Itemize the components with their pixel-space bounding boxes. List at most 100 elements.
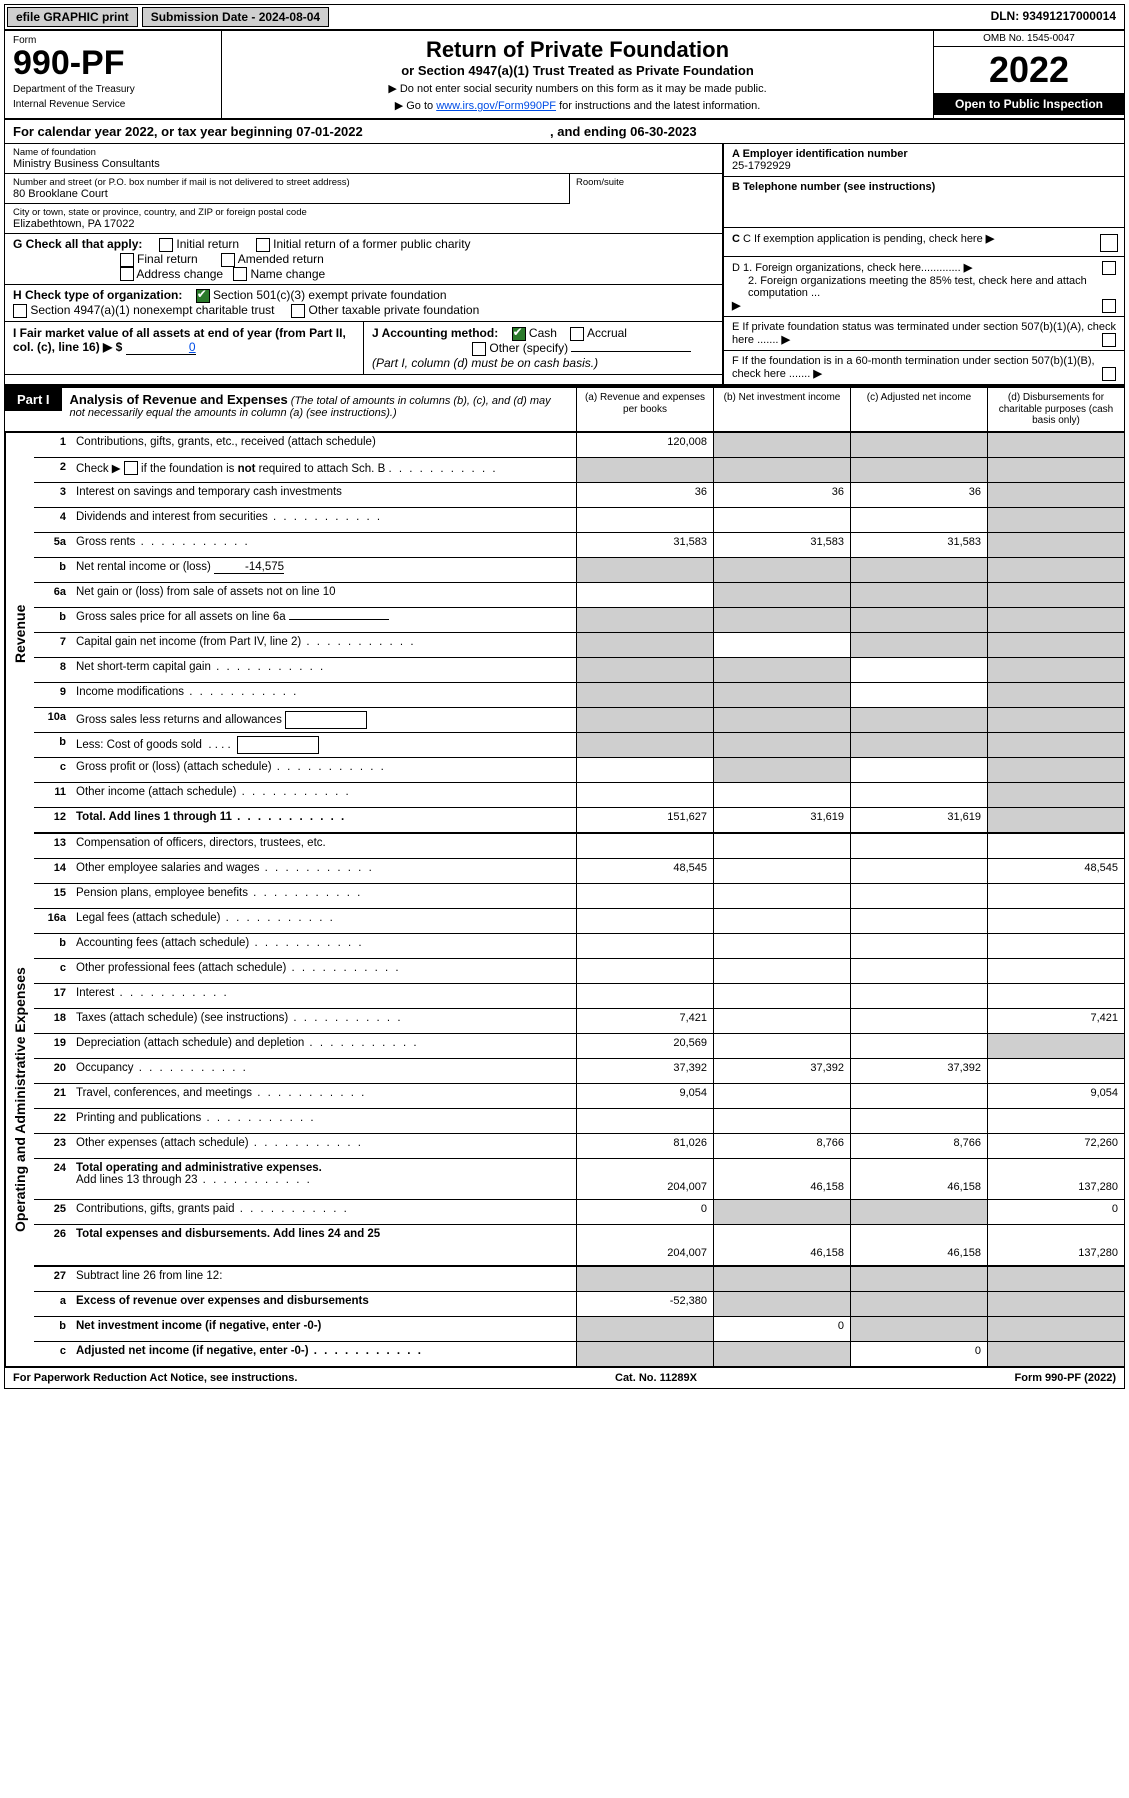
city-cell: City or town, state or province, country… <box>5 204 722 234</box>
col-b <box>713 758 850 782</box>
initial-former-charity-checkbox[interactable] <box>256 238 270 252</box>
col-c <box>850 984 987 1008</box>
col-b <box>713 1109 850 1133</box>
row-23: 23 Other expenses (attach schedule) 81,0… <box>34 1134 1124 1159</box>
col-c <box>850 783 987 807</box>
row-4: 4 Dividends and interest from securities <box>34 508 1124 533</box>
col-d <box>987 758 1124 782</box>
col-a: 9,054 <box>576 1084 713 1108</box>
col-a <box>576 508 713 532</box>
col-c <box>850 884 987 908</box>
sch-b-checkbox[interactable] <box>124 461 138 475</box>
address-change-checkbox[interactable] <box>120 267 134 281</box>
tax-year: 2022 <box>934 47 1124 93</box>
row-num: 15 <box>34 884 72 908</box>
accrual-checkbox[interactable] <box>570 327 584 341</box>
col-b <box>713 583 850 607</box>
col-d <box>987 1109 1124 1133</box>
j-section: J Accounting method: Cash Accrual Other … <box>364 322 722 374</box>
col-c <box>850 1292 987 1316</box>
col-a <box>576 1342 713 1366</box>
col-d <box>987 808 1124 832</box>
col-b <box>713 859 850 883</box>
col-d: 9,054 <box>987 1084 1124 1108</box>
col-d: 137,280 <box>987 1159 1124 1199</box>
col-b <box>713 683 850 707</box>
row-desc: Total operating and administrative expen… <box>72 1159 576 1199</box>
row-num: 22 <box>34 1109 72 1133</box>
row-27b: b Net investment income (if negative, en… <box>34 1317 1124 1342</box>
instruction-1: ▶ Do not enter social security numbers o… <box>228 82 927 95</box>
col-a: -52,380 <box>576 1292 713 1316</box>
f-checkbox[interactable] <box>1102 367 1116 381</box>
row-desc: Compensation of officers, directors, tru… <box>72 834 576 858</box>
col-a: 120,008 <box>576 433 713 457</box>
row-num: 23 <box>34 1134 72 1158</box>
col-d <box>987 683 1124 707</box>
d1-checkbox[interactable] <box>1102 261 1116 275</box>
col-d <box>987 1317 1124 1341</box>
city-value: Elizabethtown, PA 17022 <box>13 218 714 230</box>
amended-return-checkbox[interactable] <box>221 253 235 267</box>
d2-checkbox[interactable] <box>1102 299 1116 313</box>
revenue-side-label: Revenue <box>5 433 34 834</box>
col-c-header: (c) Adjusted net income <box>850 388 987 431</box>
final-return-checkbox[interactable] <box>120 253 134 267</box>
row-16a: 16a Legal fees (attach schedule) <box>34 909 1124 934</box>
ein-cell: A Employer identification number 25-1792… <box>724 144 1124 177</box>
col-c <box>850 558 987 582</box>
row-5a: 5a Gross rents 31,583 31,583 31,583 <box>34 533 1124 558</box>
calendar-year: For calendar year 2022, or tax year begi… <box>5 120 1124 144</box>
other-method-checkbox[interactable] <box>472 342 486 356</box>
row-desc: Accounting fees (attach schedule) <box>72 934 576 958</box>
h-label: H Check type of organization: <box>13 288 182 302</box>
col-b: 8,766 <box>713 1134 850 1158</box>
info-left: Name of foundation Ministry Business Con… <box>5 144 722 384</box>
row-10b: b Less: Cost of goods sold . . . . <box>34 733 1124 758</box>
d-cell: D 1. Foreign organizations, check here..… <box>724 257 1124 317</box>
cash-checkbox[interactable] <box>512 327 526 341</box>
g-item-5: Name change <box>250 267 325 281</box>
g-item-1: Initial return of a former public charit… <box>273 237 470 251</box>
row-24: 24 Total operating and administrative ex… <box>34 1159 1124 1200</box>
initial-return-checkbox[interactable] <box>159 238 173 252</box>
c-checkbox[interactable] <box>1100 234 1118 252</box>
col-a <box>576 733 713 757</box>
col-b-header: (b) Net investment income <box>713 388 850 431</box>
5b-value: -14,575 <box>214 561 284 574</box>
irs-link[interactable]: www.irs.gov/Form990PF <box>436 100 556 112</box>
row-desc: Gross sales less returns and allowances <box>72 708 576 732</box>
col-b <box>713 508 850 532</box>
col-b <box>713 1292 850 1316</box>
cal-mid: , and ending <box>550 124 630 139</box>
other-taxable-checkbox[interactable] <box>291 304 305 318</box>
row-desc: Income modifications <box>72 683 576 707</box>
row-10c: c Gross profit or (loss) (attach schedul… <box>34 758 1124 783</box>
instruction-2: ▶ Go to www.irs.gov/Form990PF for instru… <box>228 99 927 112</box>
row-num: 3 <box>34 483 72 507</box>
col-c <box>850 583 987 607</box>
row-26: 26 Total expenses and disbursements. Add… <box>34 1225 1124 1267</box>
row-desc: Depreciation (attach schedule) and deple… <box>72 1034 576 1058</box>
col-b <box>713 1009 850 1033</box>
j-cash: Cash <box>529 326 557 340</box>
row-5b: b Net rental income or (loss) -14,575 <box>34 558 1124 583</box>
expenses-side-label: Operating and Administrative Expenses <box>5 834 34 1366</box>
col-b <box>713 884 850 908</box>
header-right: OMB No. 1545-0047 2022 Open to Public In… <box>933 31 1124 118</box>
501c3-checkbox[interactable] <box>196 289 210 303</box>
row-desc: Interest <box>72 984 576 1008</box>
efile-print-button[interactable]: efile GRAPHIC print <box>7 7 138 27</box>
col-c <box>850 1200 987 1224</box>
part1-title: Analysis of Revenue and Expenses (The to… <box>62 388 576 423</box>
col-d <box>987 909 1124 933</box>
col-b <box>713 1342 850 1366</box>
col-c: 8,766 <box>850 1134 987 1158</box>
4947-checkbox[interactable] <box>13 304 27 318</box>
col-d <box>987 733 1124 757</box>
col-b: 36 <box>713 483 850 507</box>
e-checkbox[interactable] <box>1102 333 1116 347</box>
col-c <box>850 909 987 933</box>
row-num: 4 <box>34 508 72 532</box>
name-change-checkbox[interactable] <box>233 267 247 281</box>
